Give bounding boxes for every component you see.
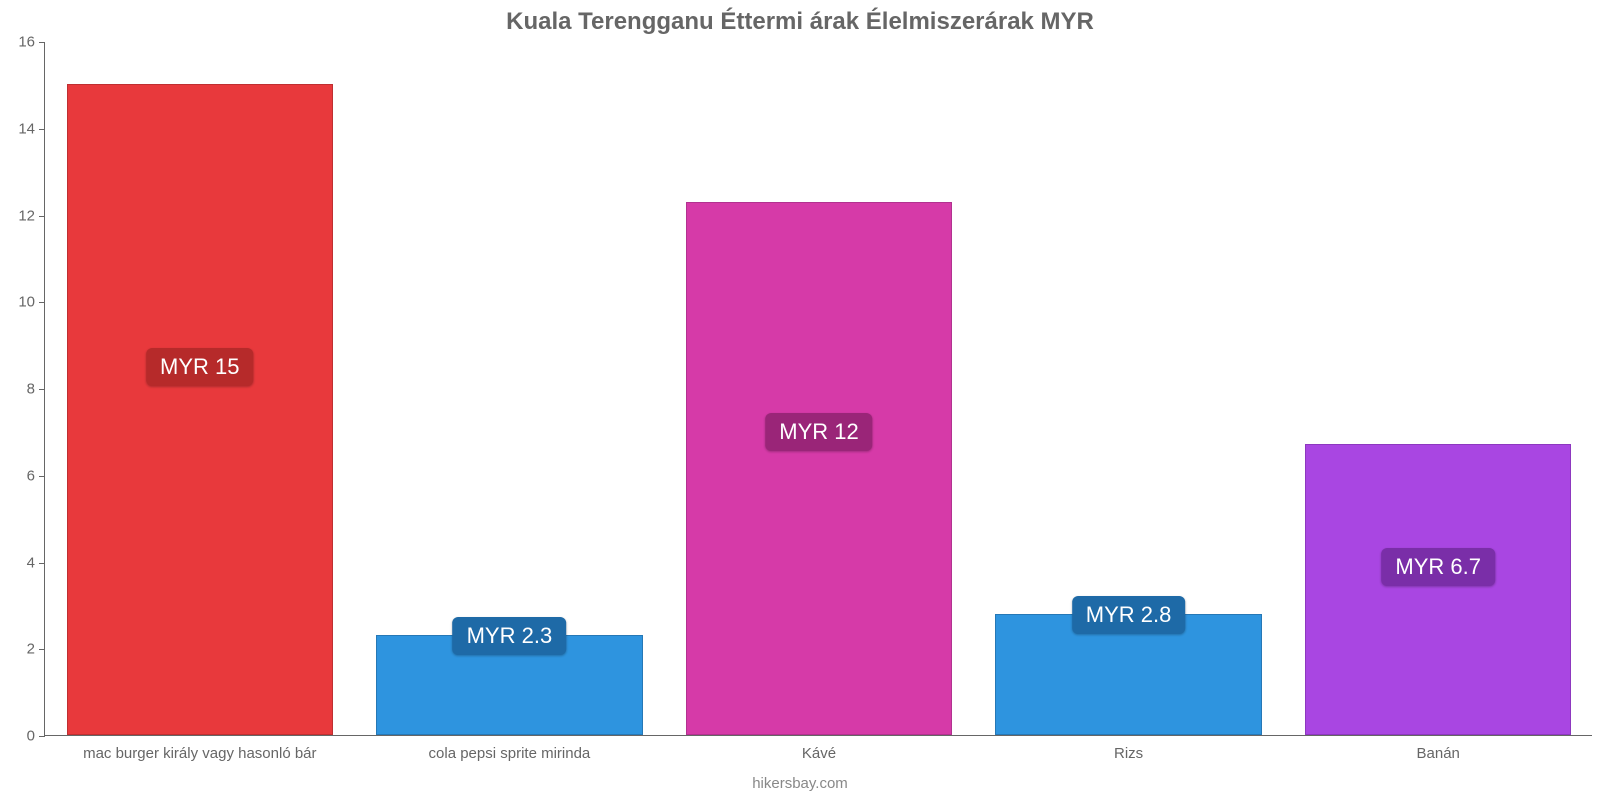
bar — [1305, 444, 1571, 735]
bar-value-badge: MYR 2.3 — [453, 617, 567, 655]
y-tick-label: 0 — [27, 728, 45, 745]
bar — [67, 84, 333, 735]
x-category-label: Banán — [1417, 735, 1460, 762]
plot-area: 0246810121416mac burger király vagy haso… — [44, 42, 1592, 736]
bar-value-badge: MYR 2.8 — [1072, 596, 1186, 634]
y-tick-label: 8 — [27, 381, 45, 398]
bar — [686, 202, 952, 736]
y-tick-label: 2 — [27, 641, 45, 658]
bar-value-badge: MYR 15 — [146, 348, 253, 386]
y-tick-label: 4 — [27, 554, 45, 571]
bar-value-badge: MYR 12 — [765, 413, 872, 451]
bar-value-badge: MYR 6.7 — [1381, 548, 1495, 586]
y-tick-label: 10 — [18, 294, 45, 311]
x-category-label: Kávé — [802, 735, 836, 762]
y-tick-label: 14 — [18, 120, 45, 137]
x-category-label: mac burger király vagy hasonló bár — [83, 735, 316, 762]
price-bar-chart: Kuala Terengganu Éttermi árak Élelmiszer… — [0, 0, 1600, 800]
y-tick-label: 12 — [18, 207, 45, 224]
x-category-label: Rizs — [1114, 735, 1143, 762]
x-category-label: cola pepsi sprite mirinda — [429, 735, 591, 762]
y-tick-label: 16 — [18, 34, 45, 51]
chart-title: Kuala Terengganu Éttermi árak Élelmiszer… — [0, 8, 1600, 36]
footer-credit: hikersbay.com — [0, 775, 1600, 792]
y-tick-label: 6 — [27, 467, 45, 484]
